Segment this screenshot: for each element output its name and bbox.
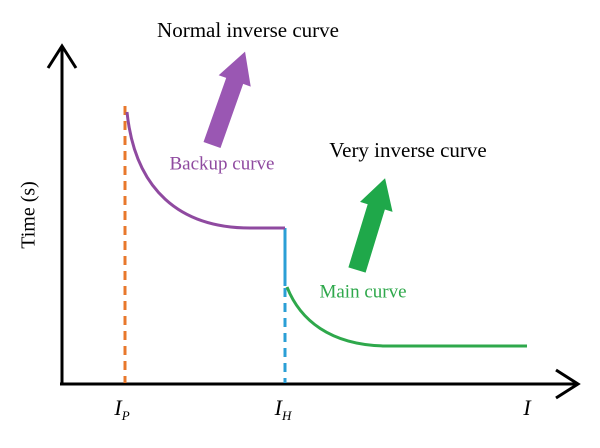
normal-label: Normal inverse curve (157, 18, 339, 42)
x-label-base: I (522, 395, 532, 420)
y-axis-label: Time (s) (18, 181, 40, 249)
very-arrow (348, 178, 393, 273)
main-curve (285, 286, 527, 348)
very-label: Very inverse curve (329, 138, 486, 162)
x-label-base: I (274, 395, 284, 420)
x-label-sub: P (121, 408, 130, 423)
x-axis-arrow (555, 368, 581, 400)
x-label: I (522, 395, 532, 420)
backup-curve (125, 111, 285, 230)
x-label: IP (113, 395, 129, 423)
x-label-sub: H (281, 408, 292, 423)
main-label: Main curve (319, 281, 406, 302)
axes (46, 43, 581, 400)
x-label: IH (274, 395, 292, 423)
x-label-base: I (113, 395, 123, 420)
x-labels: IP IH I (113, 395, 532, 423)
backup-label: Backup curve (170, 153, 275, 174)
normal-arrow (203, 51, 251, 149)
y-axis-arrow (46, 43, 78, 69)
